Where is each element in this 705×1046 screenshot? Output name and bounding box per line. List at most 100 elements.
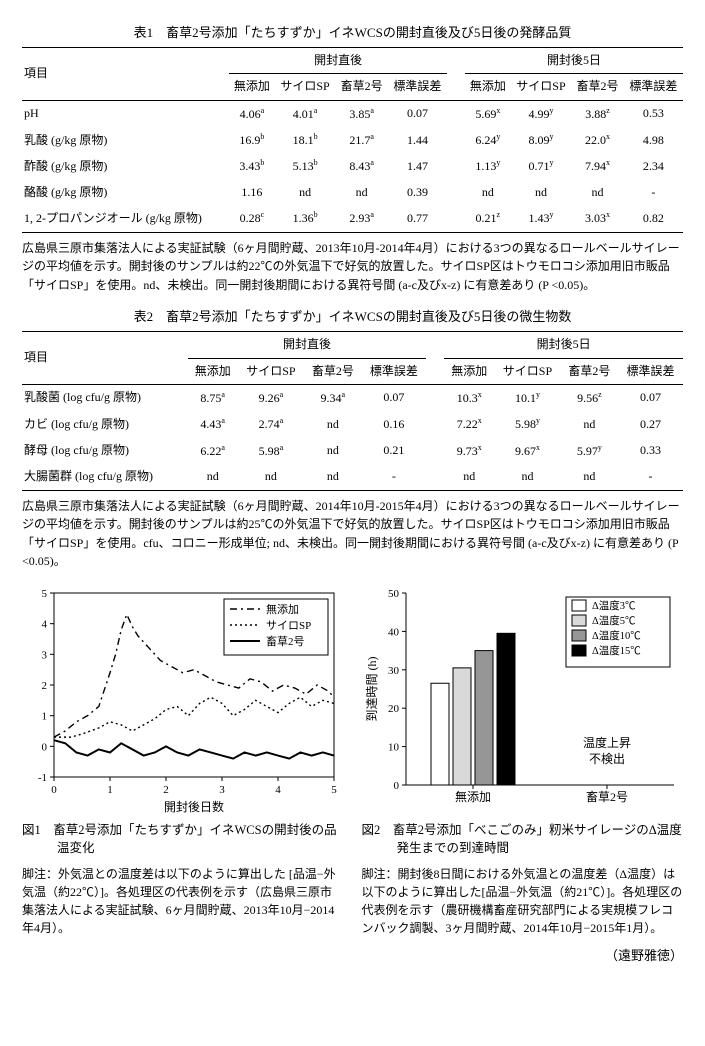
cell: nd [465,180,511,205]
cell: 5.13b [275,153,336,179]
row-label: 酢酸 (g/kg 原物) [22,153,229,179]
cell: nd [561,411,618,437]
cell: 0.27 [618,411,683,437]
cell: 21.7a [335,127,387,153]
cell: 9.73x [444,438,494,464]
table2: 項目 開封直後 開封後5日 無添加サイロSP畜草2号標準誤差無添加サイロSP畜草… [22,331,683,490]
cell: 1.44 [388,127,447,153]
col-header: サイロSP [275,74,336,100]
svg-text:無添加: 無添加 [454,789,490,804]
cell: - [362,464,427,490]
row-label: 大腸菌群 (log cfu/g 原物) [22,464,188,490]
svg-text:5: 5 [42,588,48,600]
cell: 0.07 [362,384,427,411]
cell: nd [275,180,336,205]
svg-text:2: 2 [163,784,169,796]
col-header: 標準誤差 [388,74,447,100]
cell: 5.98a [238,438,305,464]
t2-group2: 開封後5日 [444,332,683,358]
cell: 0.07 [618,384,683,411]
col-header: 畜草2号 [571,74,623,100]
fig1-footnote: 脚注：外気温との温度差は以下のように算出した [品温−外気温（約22℃）]。各処… [22,865,344,937]
cell: 8.09y [511,127,572,153]
cell: 1.13y [465,153,511,179]
svg-text:40: 40 [388,626,400,638]
svg-text:0: 0 [51,784,57,796]
svg-text:Δ温度5℃: Δ温度5℃ [592,614,636,627]
table1-title: 表1 畜草2号添加「たちすずか」イネWCSの開封直後及び5日後の発酵品質 [22,24,683,43]
cell: 4.98 [624,127,683,153]
cell: 4.01a [275,100,336,127]
col-header: サイロSP [238,358,305,384]
cell: 0.07 [388,100,447,127]
svg-text:10: 10 [388,742,400,754]
cell: nd [304,411,361,437]
cell: 3.43b [229,153,275,179]
svg-text:畜草2号: 畜草2号 [266,634,305,648]
cell: 18.1b [275,127,336,153]
col-header: 無添加 [444,358,494,384]
cell: 0.16 [362,411,427,437]
cell: 9.67x [494,438,561,464]
col-header: 畜草2号 [335,74,387,100]
svg-text:1: 1 [107,784,113,796]
t1-group1: 開封直後 [229,47,447,73]
cell: nd [304,438,361,464]
fig1-title: 図1 畜草2号添加「たちすずか」イネWCSの開封後の品温変化 [22,821,344,857]
fig2-title: 図2 畜草2号添加「べこごのみ」籾米サイレージのΔ温度発生までの到達時間 [362,821,684,857]
cell: 2.74a [238,411,305,437]
cell: nd [304,464,361,490]
cell: 8.75a [188,384,238,411]
row-label: 乳酸菌 (log cfu/g 原物) [22,384,188,411]
cell: 10.1y [494,384,561,411]
cell: - [618,464,683,490]
cell: 3.03x [571,205,623,232]
svg-text:20: 20 [388,703,400,715]
row-label: 1, 2-プロパンジオール (g/kg 原物) [22,205,229,232]
col-header: 標準誤差 [624,74,683,100]
svg-text:無添加: 無添加 [266,602,299,616]
row-label: 酵母 (log cfu/g 原物) [22,438,188,464]
cell: 4.99y [511,100,572,127]
col-header: 標準誤差 [362,358,427,384]
t1-group2: 開封後5日 [465,47,683,73]
cell: 0.71y [511,153,572,179]
cell: 2.93a [335,205,387,232]
cell: 0.21 [362,438,427,464]
svg-text:30: 30 [388,665,400,677]
table2-title: 表2 畜草2号添加「たちすずか」イネWCSの開封直後及び5日後の微生物数 [22,308,683,327]
cell: 22.0x [571,127,623,153]
cell: 7.94x [571,153,623,179]
svg-text:開封後日数: 開封後日数 [164,799,224,814]
cell: nd [188,464,238,490]
cell: 3.88z [571,100,623,127]
cell: 2.34 [624,153,683,179]
svg-text:50: 50 [388,588,400,600]
col-header: 無添加 [188,358,238,384]
cell: 9.34a [304,384,361,411]
svg-text:サイロSP: サイロSP [266,619,311,632]
svg-text:3: 3 [219,784,225,796]
cell: nd [335,180,387,205]
row-label: pH [22,100,229,127]
cell: 0.82 [624,205,683,232]
svg-text:0: 0 [42,741,48,753]
cell: nd [494,464,561,490]
cell: 0.28c [229,205,275,232]
svg-text:Δ温度3℃: Δ温度3℃ [592,599,636,612]
fig2-footnote: 脚注：開封後8日間における外気温との温度差（Δ温度）は以下のように算出した[品温… [362,865,684,937]
col-header: 無添加 [229,74,275,100]
t1-header-item: 項目 [22,47,229,100]
row-label: 酪酸 (g/kg 原物) [22,180,229,205]
cell: 4.43a [188,411,238,437]
svg-text:-1: -1 [38,772,47,784]
cell: 1.47 [388,153,447,179]
svg-text:Δ温度10℃: Δ温度10℃ [592,629,641,642]
table1-caption: 広島県三原市集落法人による実証試験（6ヶ月間貯蔵、2013年10月-2014年4… [22,239,683,295]
cell: 0.21z [465,205,511,232]
cell: 10.3x [444,384,494,411]
cell: - [624,180,683,205]
t2-header-item: 項目 [22,332,188,385]
cell: 4.06a [229,100,275,127]
cell: 3.85a [335,100,387,127]
